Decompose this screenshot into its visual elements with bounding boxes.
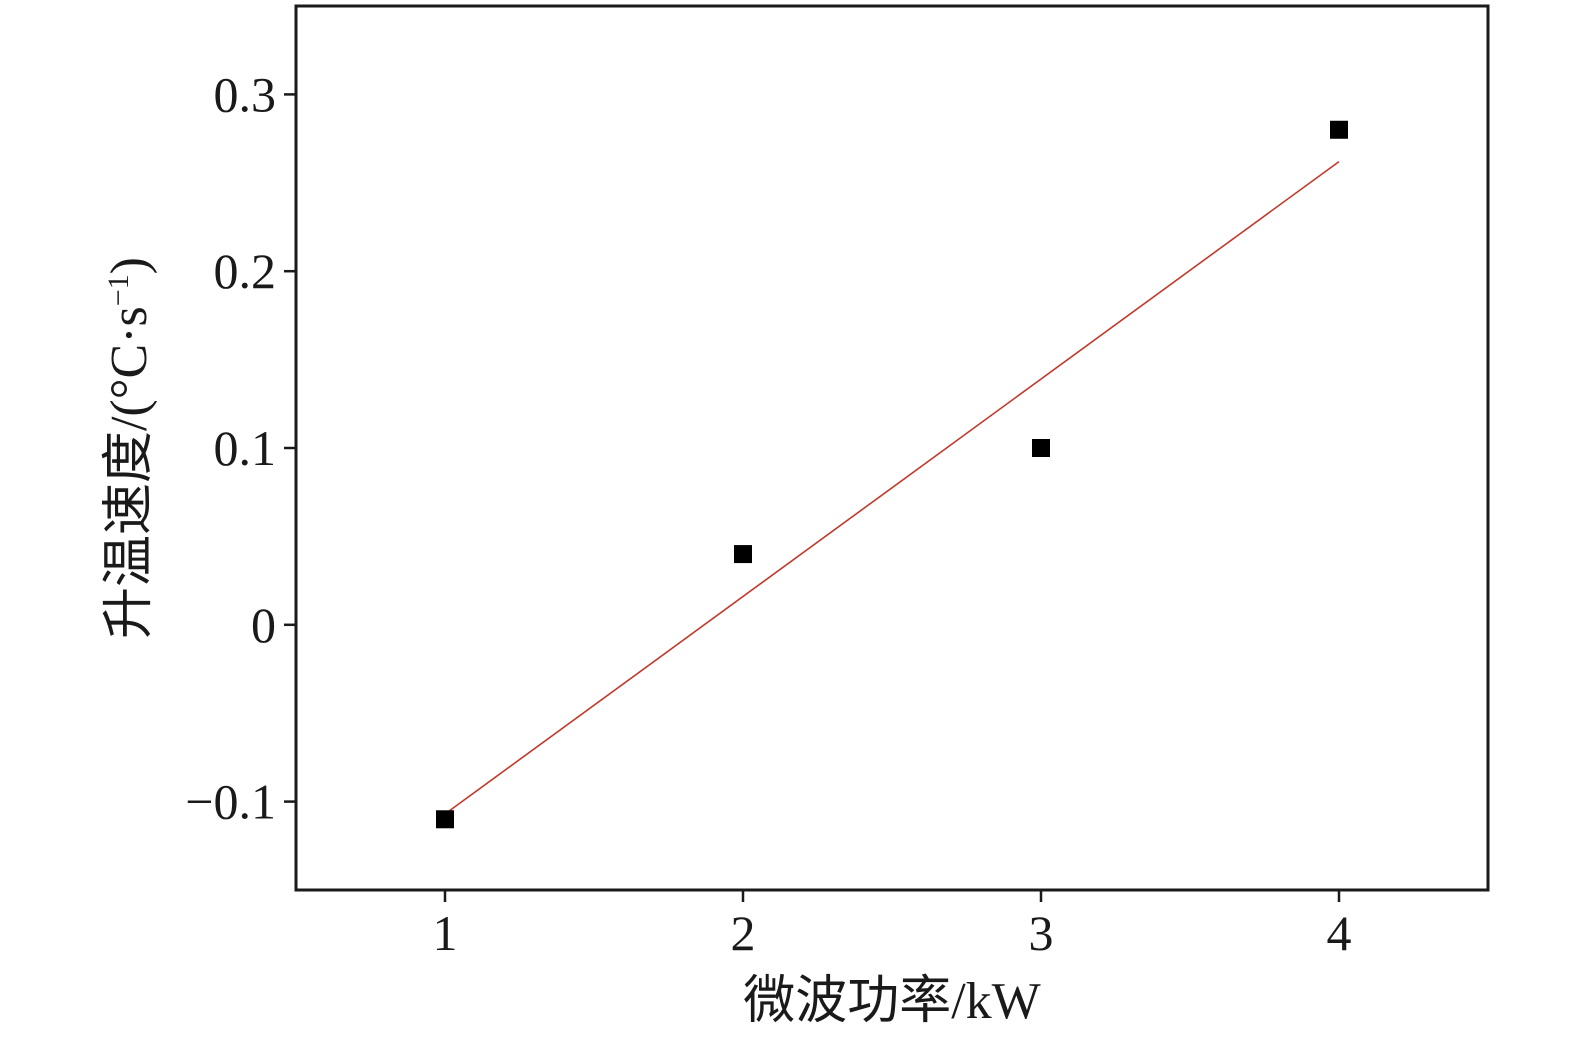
y-axis-title: 升温速度/(°C·s−1) xyxy=(101,257,158,639)
y-axis-title-close: ) xyxy=(101,257,158,274)
data-point xyxy=(734,545,752,564)
x-tick-label: 1 xyxy=(433,905,458,961)
y-tick-label: 0 xyxy=(251,597,276,653)
x-tick-label: 3 xyxy=(1029,905,1054,961)
x-axis-title: 微波功率/kW xyxy=(743,973,1041,1030)
x-tick-label: 4 xyxy=(1327,905,1352,961)
x-tick-label: 2 xyxy=(731,905,756,961)
y-tick-label: 0.1 xyxy=(214,420,277,476)
y-axis-title-superscript: −1 xyxy=(102,274,135,306)
data-point xyxy=(1330,120,1348,139)
data-point xyxy=(1032,439,1050,457)
y-tick-label: 0.2 xyxy=(214,243,277,299)
plot-frame xyxy=(294,4,1490,892)
fit-line xyxy=(444,160,1340,815)
y-axis-title-main: 升温速度/(°C·s xyxy=(101,306,158,639)
data-point xyxy=(436,810,454,829)
y-tick-label: −0.1 xyxy=(185,774,276,830)
y-tick-label: 0.3 xyxy=(214,66,277,122)
